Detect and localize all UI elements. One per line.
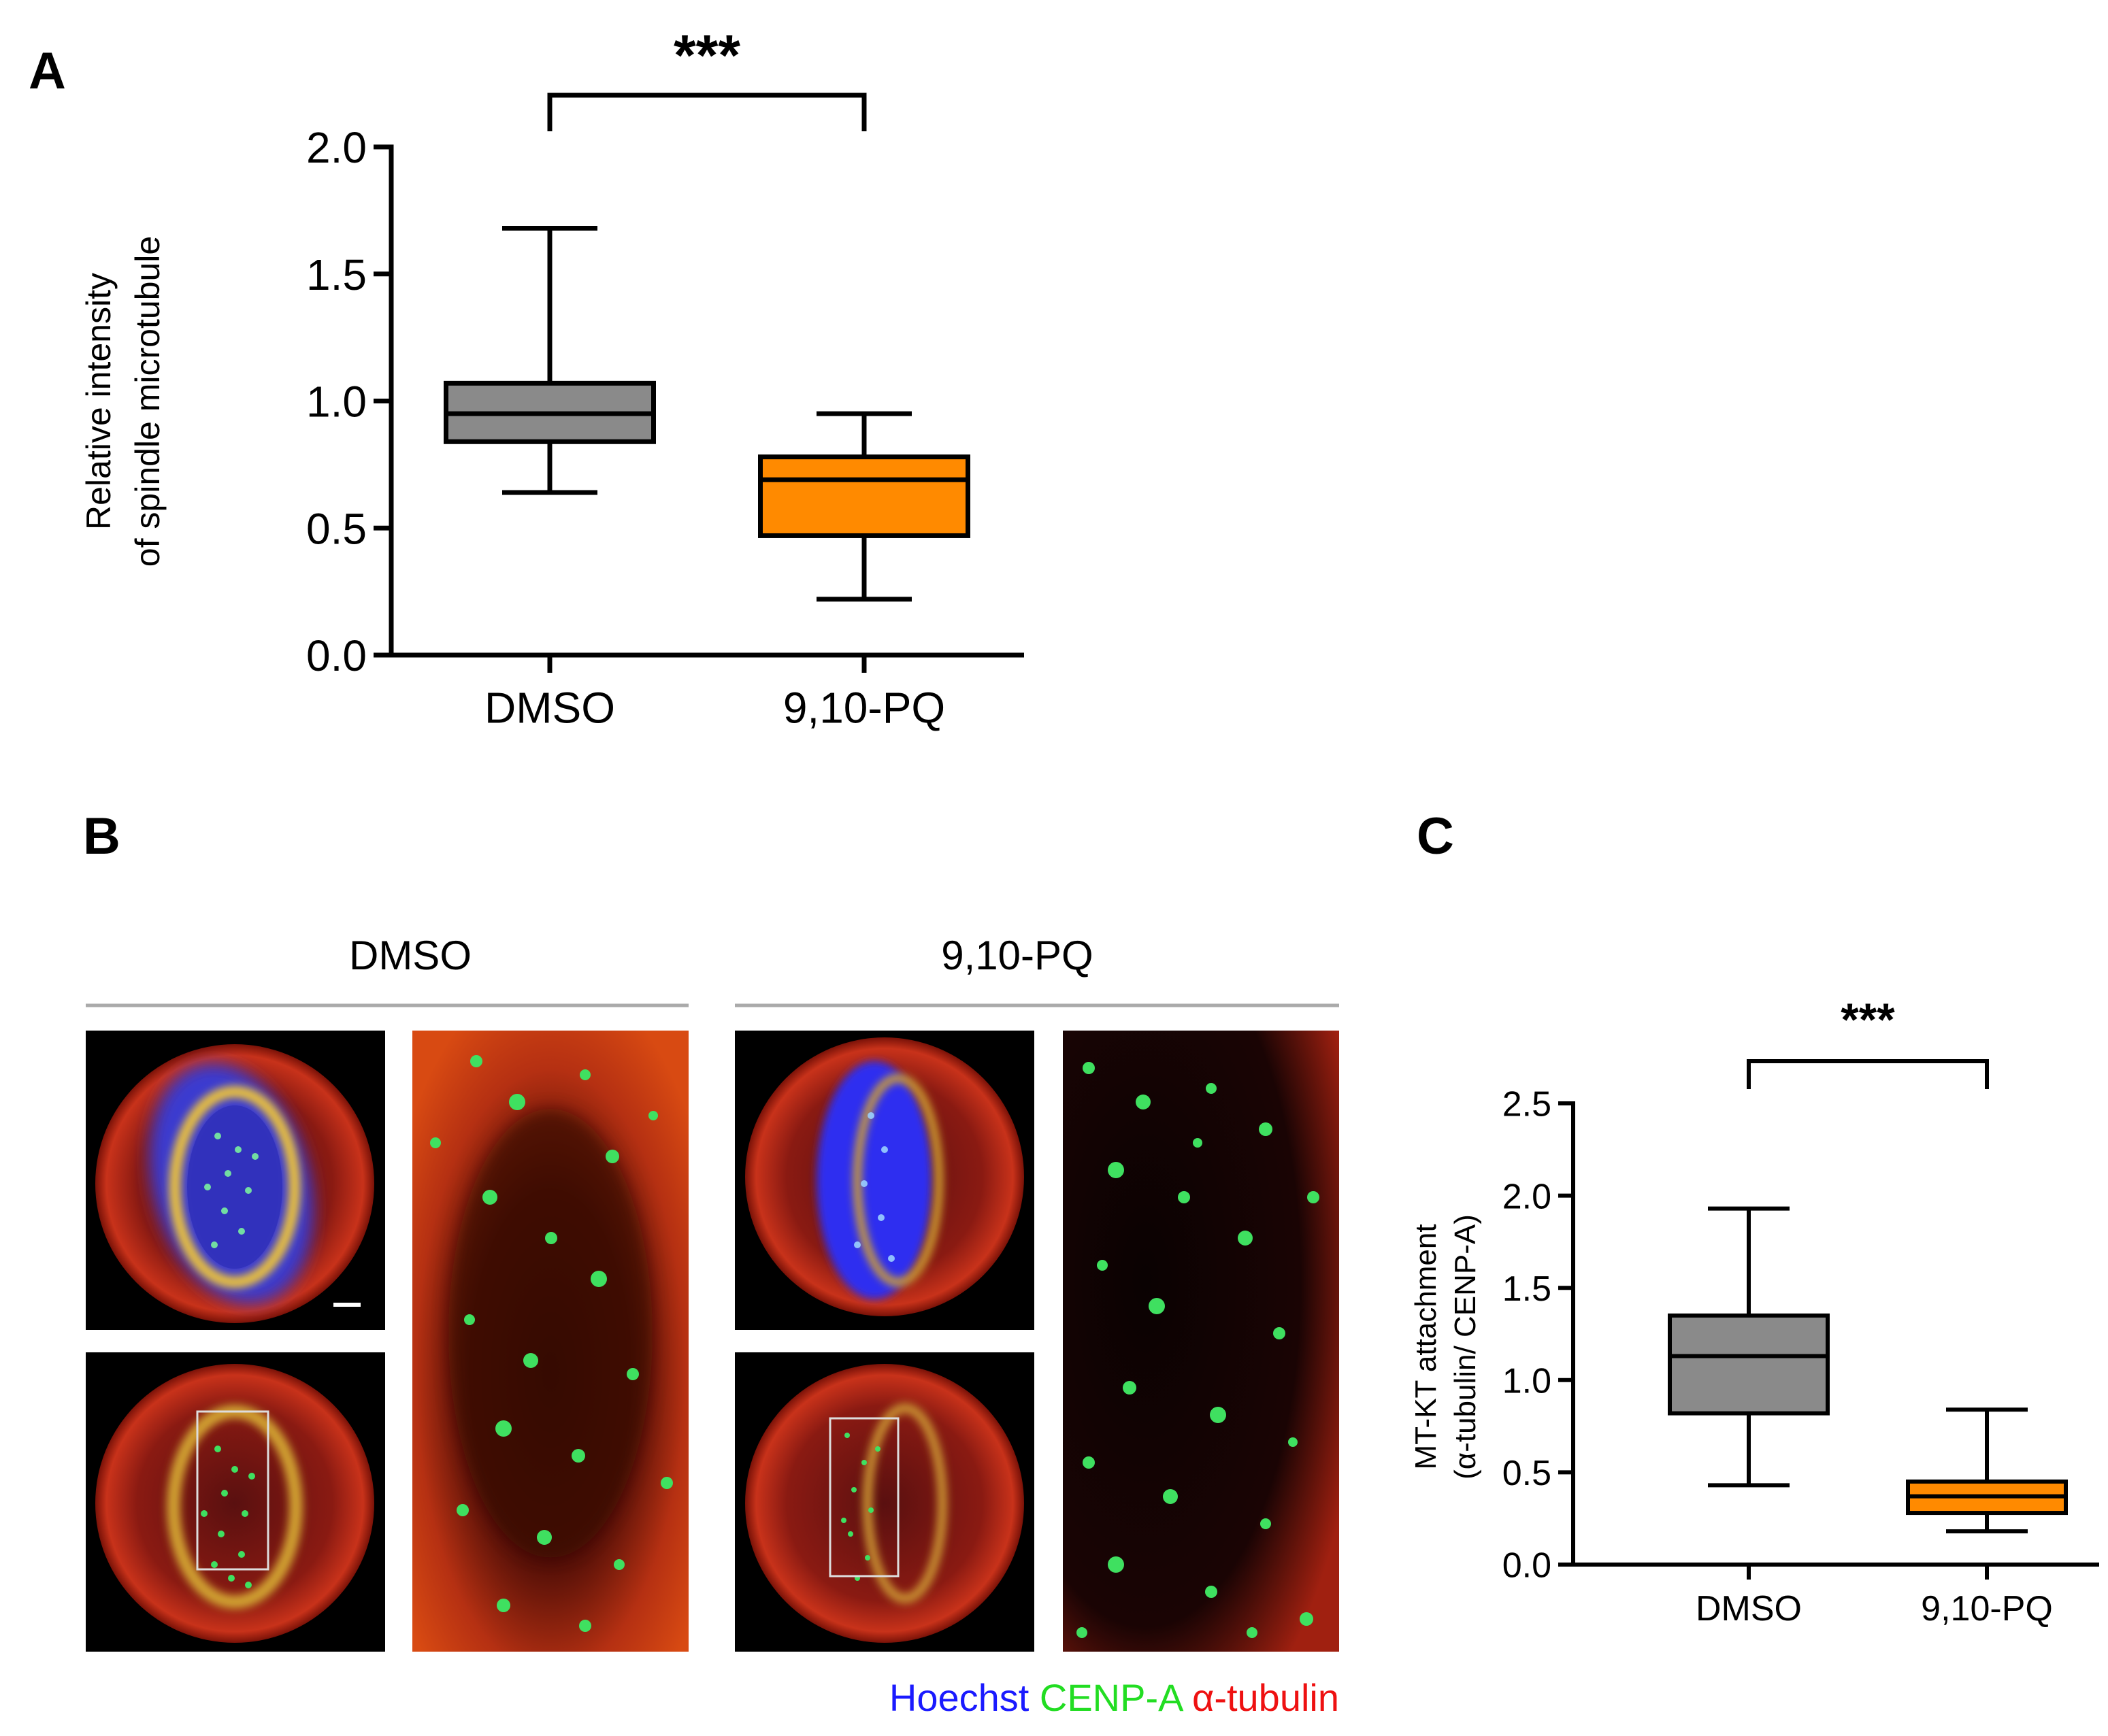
group-label-pq: 9,10-PQ [941,933,1093,978]
channel-legend: Hoechst CENP-A α-tubulin [889,1676,1339,1719]
chart-c: 0.0 0.5 1.0 1.5 2.0 2.5 MT-KT attachment (α-tub… [1409,994,2099,1629]
significance-bracket [547,93,867,131]
panel-label-b: B [83,807,120,865]
image-dmso-zoom [412,1031,689,1652]
legend-tubulin: α-tubulin [1192,1676,1339,1719]
image-dmso-kinetochore [86,1352,385,1652]
y-tick-label: 0.0 [1502,1546,1551,1586]
group-label-dmso: DMSO [349,933,472,978]
y-tick-label: 1.0 [1502,1362,1551,1401]
y-axis-label: Relative intensity [80,273,118,530]
chart-a: 0.0 0.5 1.0 1.5 2.0 Relative intensity of spin… [80,23,1024,733]
y-tick-label: 0.5 [1502,1454,1551,1493]
x-tick-label: 9,10-PQ [783,684,945,733]
y-axis-label: (α-tubulin/ CENP-A) [1449,1214,1482,1480]
box-iqr [1668,1313,1830,1416]
x-tick-label: DMSO [484,684,615,733]
significance-stars: *** [1841,994,1895,1046]
y-tick-label: 1.5 [306,250,367,299]
legend-cenpa: CENP-A [1040,1676,1184,1719]
y-tick-label: 2.0 [306,123,367,172]
panel-b-microscopy: DMSO 9,10-PQ [86,933,1339,1719]
x-tick-label: 9,10-PQ [1921,1589,2053,1629]
image-pq-zoom [1063,1031,1339,1652]
y-tick-label: 1.0 [306,378,367,427]
significance-stars: *** [674,23,740,87]
significance-bracket [1747,1059,1989,1089]
y-axis-label: of spindle microtubule [129,236,167,567]
box-iqr [758,454,970,538]
x-tick-label: DMSO [1696,1589,1802,1629]
y-tick-label: 2.5 [1502,1085,1551,1124]
y-tick-label: 0.5 [306,504,367,553]
image-pq-merge [735,1031,1034,1330]
legend-hoechst: Hoechst [889,1676,1030,1719]
y-axis-label: MT-KT attachment [1409,1224,1443,1469]
panel-label-a: A [29,42,66,100]
y-tick-label: 1.5 [1502,1269,1551,1309]
panel-label-c: C [1417,807,1454,865]
image-dmso-merge [86,1031,385,1330]
image-pq-kinetochore [735,1352,1034,1652]
y-tick-label: 2.0 [1502,1177,1551,1216]
y-tick-label: 0.0 [306,631,367,680]
